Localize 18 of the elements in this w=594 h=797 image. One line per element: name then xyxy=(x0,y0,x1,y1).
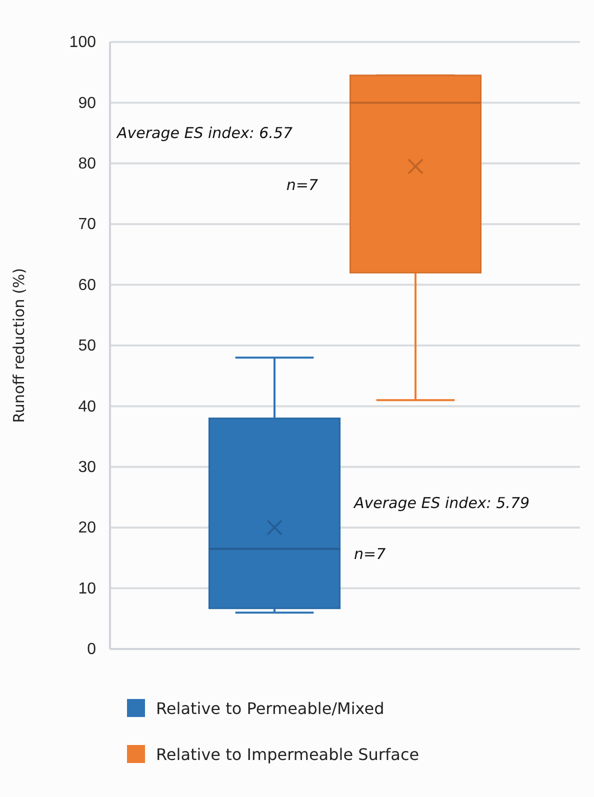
annotation: n=7 xyxy=(286,176,318,194)
y-tick-label: 60 xyxy=(78,276,96,294)
y-tick-label: 20 xyxy=(78,520,96,537)
y-tick-label: 0 xyxy=(87,641,96,658)
y-tick-label: 30 xyxy=(78,459,96,476)
y-tick-label: 50 xyxy=(78,338,96,355)
annotation: n=7 xyxy=(354,545,386,563)
annotation: Average ES index: 6.57 xyxy=(116,124,293,142)
y-tick-label: 80 xyxy=(78,156,96,173)
annotation: Average ES index: 5.79 xyxy=(353,494,530,512)
y-axis-title: Runoff reduction (%) xyxy=(10,268,28,423)
y-tick-label: 90 xyxy=(78,94,96,112)
y-tick-label: 40 xyxy=(78,398,96,416)
y-tick-label: 10 xyxy=(78,580,96,598)
y-tick-label: 70 xyxy=(78,216,96,234)
y-tick-label: 100 xyxy=(69,34,96,52)
legend-label: Relative to Permeable/Mixed xyxy=(156,699,384,718)
legend-label: Relative to Impermeable Surface xyxy=(156,745,420,764)
